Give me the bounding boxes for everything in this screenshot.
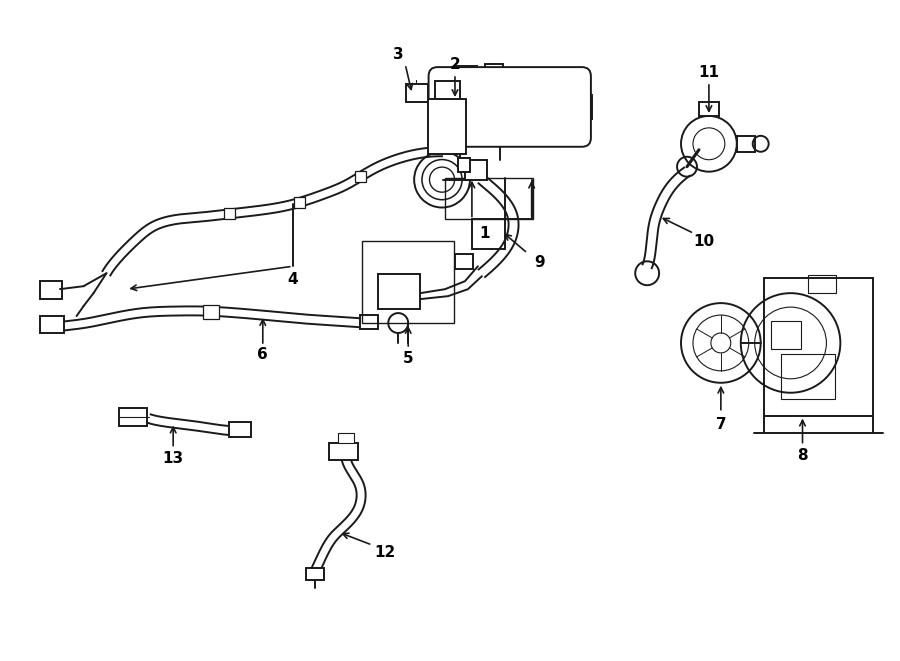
Text: 7: 7	[716, 417, 726, 432]
Bar	[40, 281, 61, 299]
Bar	[203, 305, 219, 319]
Bar	[465, 160, 487, 180]
Text: 10: 10	[693, 234, 715, 249]
FancyBboxPatch shape	[428, 67, 591, 147]
Bar	[338, 432, 355, 442]
Text: 5: 5	[403, 352, 413, 366]
Text: 11: 11	[698, 65, 719, 79]
Bar	[40, 316, 64, 333]
Bar	[808, 275, 836, 293]
Bar	[229, 422, 251, 436]
Bar	[770, 321, 800, 349]
Bar	[435, 81, 460, 99]
Bar	[224, 208, 235, 219]
Bar	[780, 354, 835, 399]
Bar	[293, 197, 305, 208]
Bar	[455, 66, 477, 76]
Bar	[445, 178, 533, 219]
Bar	[378, 274, 420, 309]
Text: 1: 1	[480, 226, 491, 241]
Bar	[576, 95, 592, 119]
Bar	[428, 99, 466, 154]
Bar	[699, 102, 719, 116]
Text: 4: 4	[287, 272, 298, 287]
Bar	[355, 171, 365, 182]
Bar	[328, 442, 358, 461]
Bar	[737, 136, 755, 152]
Bar	[306, 568, 323, 580]
Text: 3: 3	[393, 47, 403, 61]
Text: 6: 6	[257, 348, 268, 362]
Bar	[458, 158, 470, 172]
Bar	[485, 64, 503, 76]
Text: 13: 13	[163, 451, 184, 466]
Bar	[455, 254, 472, 269]
Bar	[360, 315, 378, 329]
Bar	[764, 278, 873, 416]
Bar	[363, 241, 454, 323]
Text: 8: 8	[797, 448, 808, 463]
Text: 12: 12	[374, 545, 396, 560]
Text: 2: 2	[450, 57, 461, 71]
Bar	[406, 84, 428, 102]
Text: 9: 9	[535, 254, 544, 270]
Bar	[120, 408, 148, 426]
